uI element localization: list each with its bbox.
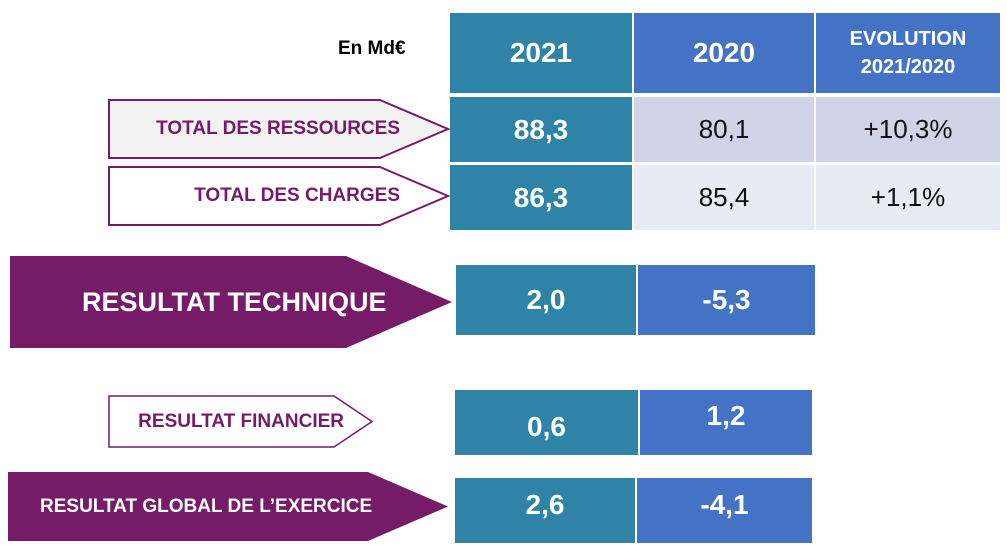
row-label: RESULTAT TECHNIQUE bbox=[82, 286, 387, 317]
technique-2021: 2,0 bbox=[456, 265, 636, 335]
charges-evolution: +1,1% bbox=[816, 165, 1000, 230]
unit-label: En Md€ bbox=[338, 38, 406, 59]
header-evolution: EVOLUTION 2021/2020 bbox=[816, 13, 1000, 93]
label-arrow-resultat-financier: RESULTAT FINANCIER bbox=[108, 395, 374, 448]
header-2020: 2020 bbox=[634, 13, 814, 93]
row-label: RESULTAT FINANCIER bbox=[138, 410, 344, 432]
ressources-2020: 80,1 bbox=[634, 97, 814, 162]
label-arrow-resultat-technique: RESULTAT TECHNIQUE bbox=[10, 256, 452, 348]
row-label: TOTAL DES RESSOURCES bbox=[156, 118, 400, 139]
row-label: TOTAL DES CHARGES bbox=[194, 185, 400, 206]
financier-2021: 0,6 bbox=[455, 390, 638, 455]
ressources-2021: 88,3 bbox=[450, 97, 632, 162]
label-arrow-total-charges: TOTAL DES CHARGES bbox=[108, 166, 450, 226]
label-arrow-total-ressources: TOTAL DES RESSOURCES bbox=[108, 99, 450, 159]
header-2021: 2021 bbox=[450, 13, 632, 93]
charges-2020: 85,4 bbox=[634, 165, 814, 230]
financier-2020: 1,2 bbox=[640, 390, 812, 455]
row-label: RESULTAT GLOBAL DE L’EXERCICE bbox=[40, 495, 373, 517]
global-2020: -4,1 bbox=[637, 478, 812, 543]
charges-2021: 86,3 bbox=[450, 165, 632, 230]
ressources-evolution: +10,3% bbox=[816, 97, 1000, 162]
technique-2020: -5,3 bbox=[638, 265, 815, 335]
global-2021: 2,6 bbox=[455, 478, 635, 543]
label-arrow-resultat-global: RESULTAT GLOBAL DE L’EXERCICE bbox=[8, 472, 448, 541]
